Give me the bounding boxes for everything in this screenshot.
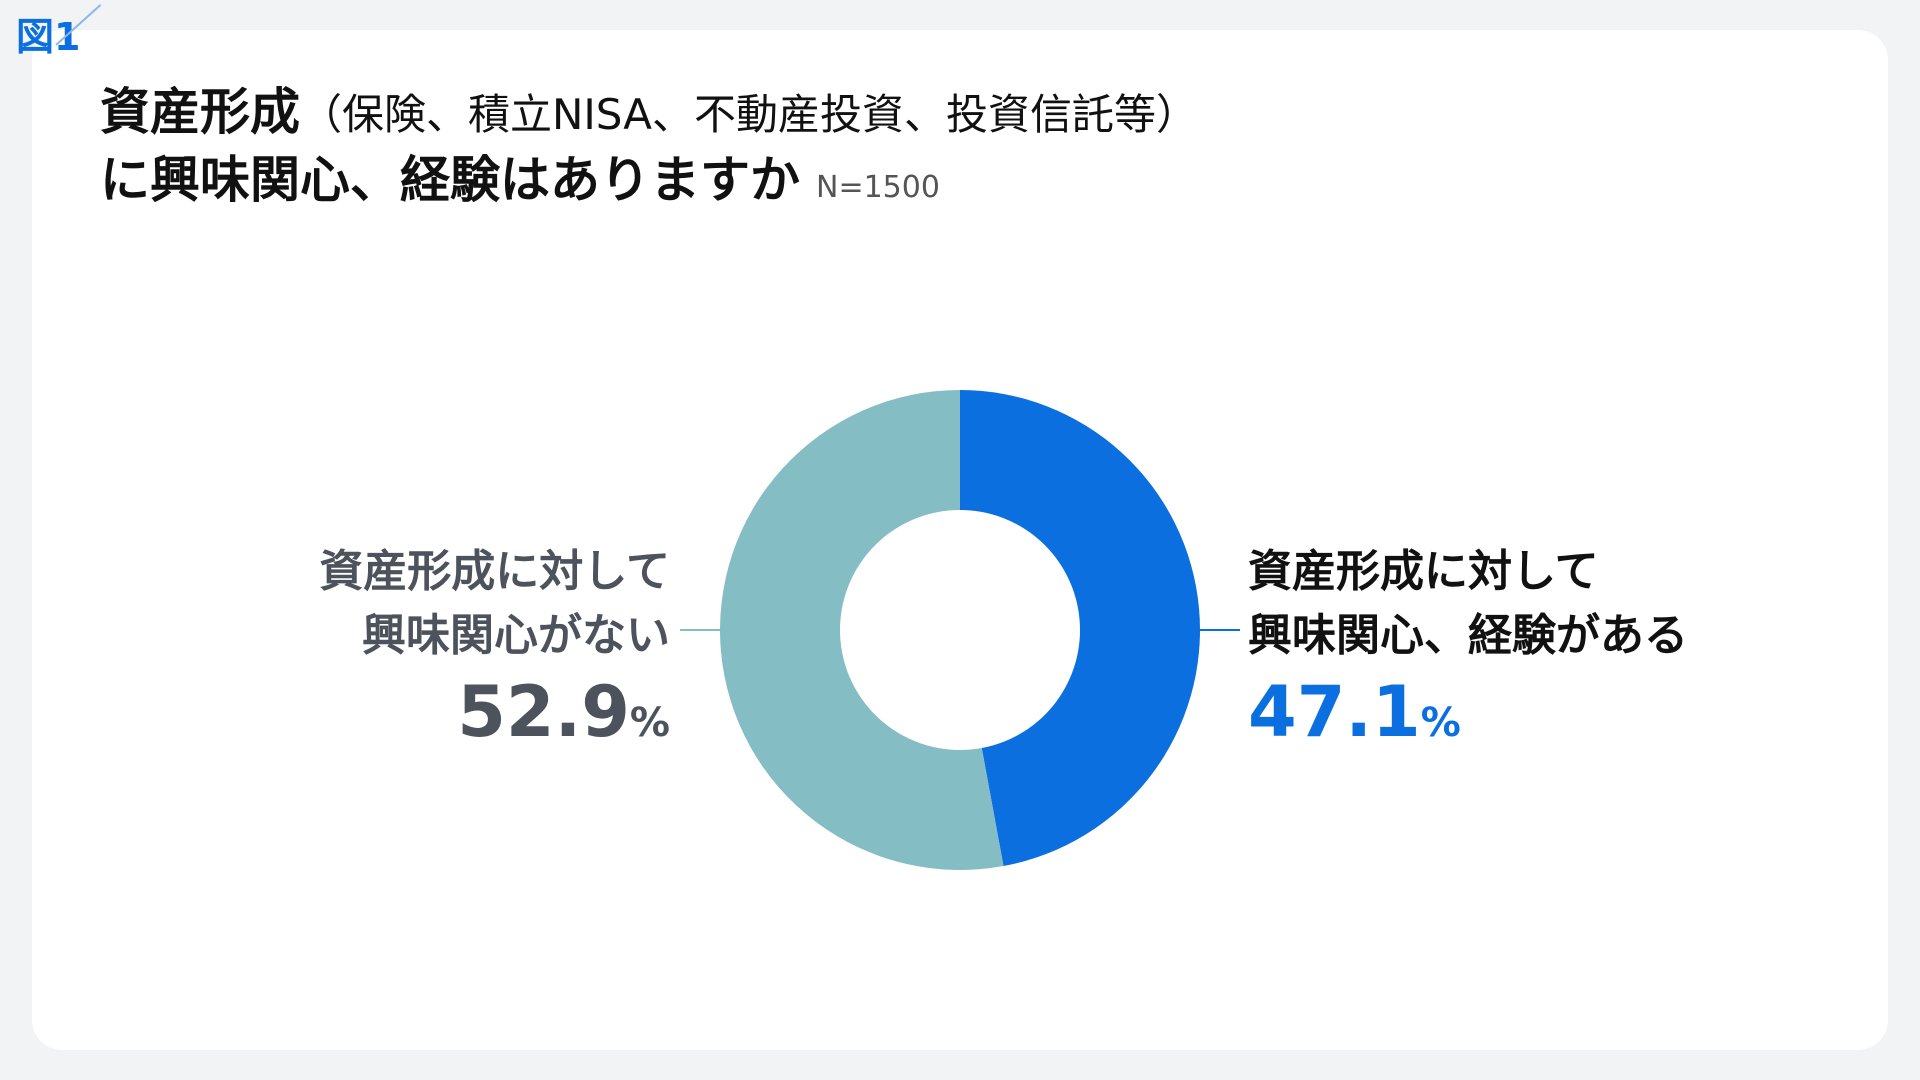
value-has-interest-number: 47.1	[1248, 671, 1421, 753]
value-has-interest: 47.1%	[1248, 672, 1688, 763]
donut-slice-no-interest	[720, 390, 1004, 870]
label-has-interest: 資産形成に対して 興味関心、経験がある 47.1%	[1248, 540, 1688, 763]
donut-slice-has-interest	[960, 390, 1201, 867]
label-no-interest: 資産形成に対して 興味関心がない 52.9%	[319, 540, 670, 763]
title-question: に興味関心、経験はありますか	[100, 151, 800, 209]
sample-size-label: N=1500	[816, 170, 940, 205]
chart-title-line2: に興味関心、経験はありますか N=1500	[100, 140, 940, 212]
label-has-interest-line1: 資産形成に対して	[1248, 546, 1599, 597]
label-no-interest-line2: 興味関心がない	[362, 610, 670, 661]
label-no-interest-line1: 資産形成に対して	[319, 546, 670, 597]
figure-tag: 図1	[16, 15, 81, 59]
label-has-interest-line2: 興味関心、経験がある	[1248, 610, 1688, 661]
chart-card	[32, 30, 1888, 1050]
chart-title-line1: 資産形成（保険、積立NISA、不動産投資、投資信託等）	[100, 72, 1198, 144]
value-no-interest-unit: %	[629, 700, 670, 746]
value-no-interest: 52.9%	[319, 672, 670, 763]
donut-slices	[720, 390, 1201, 870]
title-parenthetical: （保険、積立NISA、不動産投資、投資信託等）	[300, 90, 1198, 139]
value-has-interest-unit: %	[1420, 700, 1461, 746]
title-main: 資産形成	[100, 83, 300, 141]
value-no-interest-number: 52.9	[457, 671, 630, 753]
